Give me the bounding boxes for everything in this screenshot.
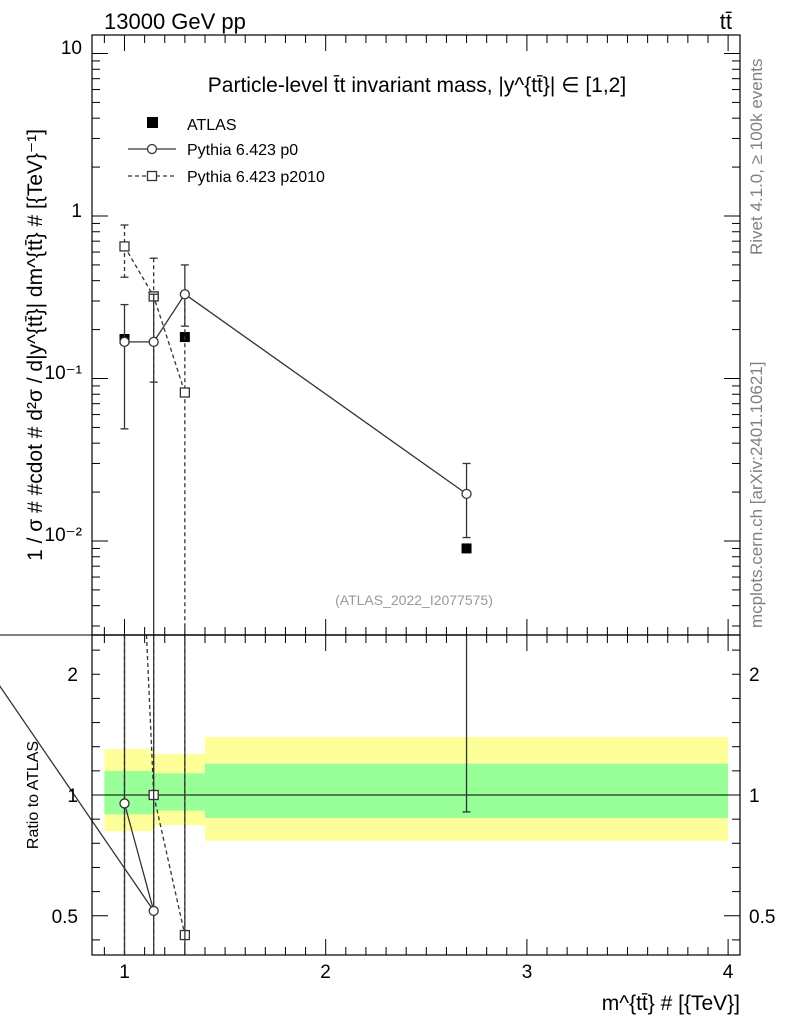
legend-p2010-marker <box>146 170 158 182</box>
ratio-p0-marker <box>119 798 130 809</box>
ratio-frame <box>91 634 741 956</box>
p0-marker <box>461 488 472 500</box>
main-y-tick-label: 10 <box>61 38 82 59</box>
main-axis-ticks <box>92 35 740 635</box>
watermark: (ATLAS_2022_I2077575) <box>335 592 493 608</box>
ratio-y-axis-label: Ratio to ATLAS <box>25 741 42 849</box>
chart-title: Particle-level t̄t invariant mass, |y^{t… <box>208 74 626 97</box>
ratio-y-tick-label-right: 2 <box>749 665 760 686</box>
ratio-axis-ticks <box>92 635 740 955</box>
p0-marker <box>119 336 130 348</box>
source-label: mcplots.cern.ch [arXiv:2401.10621] <box>747 362 766 628</box>
ratio-band-inner <box>153 773 205 811</box>
legend: ATLAS Pythia 6.423 p0 Pythia 6.423 p2010 <box>128 117 325 186</box>
p2010-marker <box>179 387 191 398</box>
p0-marker <box>148 336 159 348</box>
main-y-axis-label: 1 / σ # #cdot # d²σ / d|y^{tt̄}| dm^{tt̄… <box>24 129 47 561</box>
legend-p0-label: Pythia 6.423 p0 <box>187 142 298 159</box>
x-tick-labels: 1 2 3 4 <box>119 962 734 983</box>
main-y-tick-labels: 10⁻² 10⁻¹ 1 10 <box>45 38 83 546</box>
legend-atlas-label: ATLAS <box>187 117 237 134</box>
p0-marker <box>179 289 191 300</box>
p2010-marker <box>119 241 130 252</box>
p2010-line <box>123 246 186 393</box>
x-tick-label: 2 <box>320 962 331 983</box>
main-y-tick-label: 10⁻¹ <box>45 363 83 384</box>
ratio-p0-marker <box>148 905 159 917</box>
ratio-bands <box>104 737 729 841</box>
p0-line <box>124 293 467 495</box>
ratio-y-tick-label: 0.5 <box>52 907 78 928</box>
ratio-y-tick-labels-left: 0.5 1 2 <box>52 665 78 928</box>
rivet-label: Rivet 4.1.0, ≥ 100k events <box>747 59 766 255</box>
ratio-p2010-line <box>145 634 186 936</box>
process-label: tt̄ <box>720 9 732 34</box>
x-axis-label: m^{tt̄} # [{TeV}] <box>602 992 740 1015</box>
main-panel: Particle-level t̄t invariant mass, |y^{t… <box>24 34 741 636</box>
ratio-y-tick-label: 2 <box>67 665 78 686</box>
legend-atlas-marker <box>147 117 158 128</box>
ratio-y-tick-label-right: 0.5 <box>749 907 775 928</box>
x-tick-label: 1 <box>119 962 130 983</box>
ratio-y-tick-labels-right: 0.5 1 2 <box>749 665 775 928</box>
atlas-data-marker <box>461 543 472 554</box>
ratio-panel: Ratio to ATLAS 0.5 1 2 0.5 1 2 1 2 3 4 m… <box>0 634 775 1015</box>
x-tick-label: 4 <box>723 962 734 983</box>
main-y-tick-label: 1 <box>71 201 82 222</box>
legend-p2010-label: Pythia 6.423 p2010 <box>187 169 325 186</box>
main-y-tick-label: 10⁻² <box>45 525 83 546</box>
ratio-y-tick-label: 1 <box>67 786 78 807</box>
x-tick-label: 3 <box>522 962 533 983</box>
main-series-group <box>119 224 472 635</box>
ratio-y-tick-label-right: 1 <box>749 786 760 807</box>
energy-label: 13000 GeV pp <box>104 9 246 34</box>
ratio-band-inner <box>104 770 154 815</box>
legend-p0-marker <box>146 143 158 155</box>
